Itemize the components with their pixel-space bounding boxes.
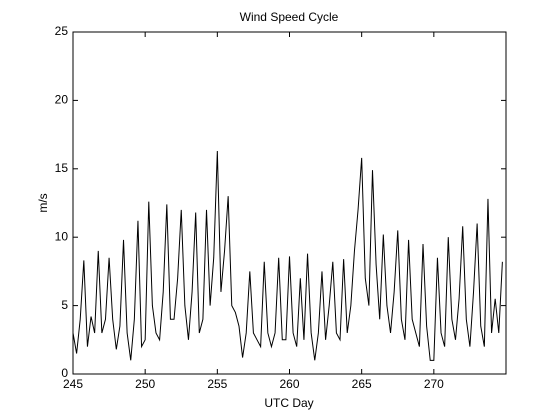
x-tick-label: 250 [135, 377, 155, 391]
y-tick-label: 20 [55, 93, 69, 107]
y-tick-label: 25 [55, 24, 69, 38]
plot-area [72, 31, 507, 375]
y-tick-label: 10 [55, 229, 69, 243]
x-tick-label: 265 [352, 377, 372, 391]
y-tick-label: 15 [55, 161, 69, 175]
y-tick-label: 5 [61, 298, 68, 312]
x-tick-label: 260 [279, 377, 299, 391]
data-line [72, 150, 503, 361]
x-axis-label: UTC Day [264, 396, 313, 410]
y-axis-label: m/s [36, 193, 50, 212]
y-tick-label: 0 [61, 366, 68, 380]
x-tick-label: 245 [63, 377, 83, 391]
chart-title: Wind Speed Cycle [240, 10, 339, 24]
x-tick-label: 270 [424, 377, 444, 391]
x-tick-label: 255 [207, 377, 227, 391]
